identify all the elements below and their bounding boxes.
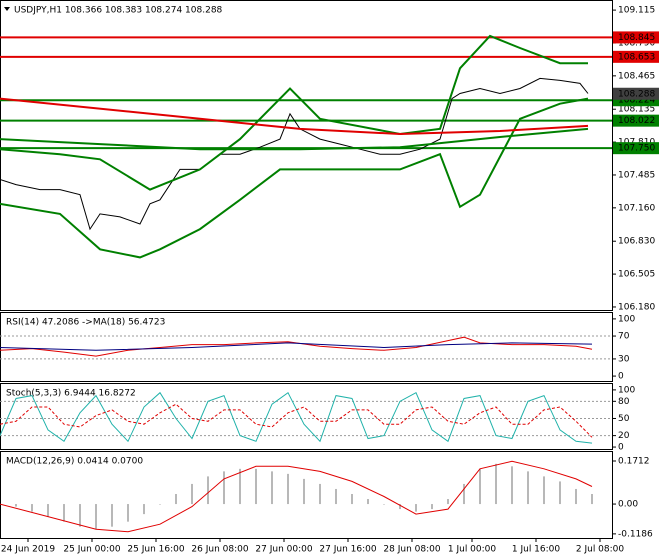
histogram-bar bbox=[559, 481, 561, 505]
y-tick-label: 108.135 bbox=[618, 105, 655, 115]
series-line bbox=[0, 97, 589, 136]
y-tick-label: 106.180 bbox=[618, 302, 655, 312]
y-tick-label: 107.160 bbox=[618, 203, 655, 213]
series-line bbox=[0, 127, 589, 151]
y-tick-label: 70 bbox=[618, 332, 630, 342]
level-tag bbox=[613, 31, 659, 44]
x-tick-label: 2 Jul 08:00 bbox=[576, 545, 625, 555]
histogram-bar bbox=[511, 466, 513, 505]
series-line bbox=[0, 391, 593, 444]
y-tick-label: 109.115 bbox=[618, 6, 655, 16]
histogram-bar bbox=[591, 493, 593, 505]
x-tick-label: 26 Jun 08:00 bbox=[191, 545, 248, 555]
panel-title: RSI(14) 47.2086 ->MA(18) 56.4723 bbox=[6, 318, 165, 328]
histogram-bar bbox=[15, 504, 17, 507]
histogram-bar bbox=[527, 471, 529, 505]
histogram-bar bbox=[159, 504, 161, 505]
level-label: 108.845 bbox=[618, 33, 655, 43]
y-tick-label: 80 bbox=[618, 397, 630, 407]
level-label: 108.022 bbox=[618, 116, 655, 126]
y-tick-label: 106.505 bbox=[618, 270, 655, 280]
x-tick-label: 27 Jun 00:00 bbox=[255, 545, 312, 555]
histogram-bar bbox=[271, 471, 273, 505]
y-tick-label: 20 bbox=[618, 431, 630, 441]
level-tag bbox=[613, 87, 659, 100]
histogram-bar bbox=[431, 504, 433, 510]
panel-title: Stoch(5,3,3) 6.9444 16.8272 bbox=[6, 389, 136, 399]
series-line bbox=[0, 34, 588, 191]
y-tick-label: 0 bbox=[618, 372, 624, 382]
histogram-bar bbox=[287, 473, 289, 505]
x-tick-label: 1 Jul 16:00 bbox=[512, 545, 561, 555]
histogram-bar bbox=[575, 488, 577, 505]
y-tick-label: 30 bbox=[618, 354, 630, 364]
histogram-bar bbox=[95, 504, 97, 530]
x-tick-label: 25 Jun 00:00 bbox=[63, 545, 120, 555]
y-tick-label: 100 bbox=[618, 385, 635, 395]
histogram-bar bbox=[191, 483, 193, 505]
macd-panel bbox=[0, 451, 613, 539]
histogram-bar bbox=[143, 504, 145, 515]
y-tick-label: 0 bbox=[618, 443, 624, 453]
level-label: 108.224 bbox=[618, 96, 655, 106]
histogram-bar bbox=[399, 504, 401, 510]
y-tick-label: 0.1712 bbox=[618, 457, 650, 467]
level-tag bbox=[613, 50, 659, 63]
series-line bbox=[0, 342, 593, 351]
histogram-bar bbox=[367, 499, 369, 505]
histogram-bar bbox=[207, 476, 209, 505]
histogram-bar bbox=[303, 478, 305, 505]
histogram-bar bbox=[351, 493, 353, 505]
histogram-bar bbox=[543, 476, 545, 505]
histogram-bar bbox=[335, 488, 337, 505]
histogram-bar bbox=[31, 504, 33, 512]
y-tick-label: -0.1186 bbox=[618, 529, 653, 539]
x-tick-label: 25 Jun 16:00 bbox=[127, 545, 184, 555]
histogram-bar bbox=[111, 504, 113, 527]
histogram-bar bbox=[319, 483, 321, 505]
series-line bbox=[0, 97, 589, 259]
histogram-bar bbox=[175, 493, 177, 505]
rsi-panel bbox=[0, 312, 613, 382]
y-tick-label: 50 bbox=[618, 414, 630, 424]
series-line bbox=[0, 460, 593, 533]
histogram-bar bbox=[383, 504, 385, 505]
panel-title: MACD(12,26,9) 0.0414 0.0700 bbox=[6, 457, 143, 467]
y-tick-label: 0.00 bbox=[618, 500, 638, 510]
stoch-panel bbox=[0, 383, 613, 450]
histogram-bar bbox=[415, 504, 417, 512]
histogram-bar bbox=[47, 504, 49, 517]
histogram-bar bbox=[127, 504, 129, 522]
y-tick-label: 108.790 bbox=[618, 38, 655, 48]
x-tick-label: 24 Jun 2019 bbox=[1, 545, 55, 555]
level-label: 107.750 bbox=[618, 144, 655, 154]
level-tag bbox=[613, 142, 659, 155]
y-tick-label: 100 bbox=[618, 314, 635, 324]
histogram-bar bbox=[63, 504, 65, 522]
histogram-bar bbox=[479, 468, 481, 505]
level-label: 108.288 bbox=[618, 89, 655, 99]
panel-title: USDJPY,H1 108.366 108.383 108.274 108.28… bbox=[14, 6, 223, 16]
histogram-bar bbox=[79, 504, 81, 527]
histogram-bar bbox=[447, 499, 449, 505]
menu-triangle bbox=[4, 7, 10, 11]
series-line bbox=[0, 403, 593, 438]
histogram-bar bbox=[223, 471, 225, 505]
level-tag bbox=[613, 114, 659, 127]
y-tick-label: 108.465 bbox=[618, 71, 655, 81]
main-panel bbox=[0, 0, 613, 311]
level-label: 108.653 bbox=[618, 52, 655, 62]
x-tick-label: 1 Jul 00:00 bbox=[448, 545, 497, 555]
series-line bbox=[0, 77, 589, 231]
series-line bbox=[0, 336, 593, 357]
x-tick-label: 28 Jun 08:00 bbox=[383, 545, 440, 555]
histogram-bar bbox=[463, 483, 465, 505]
histogram-bar bbox=[255, 468, 257, 505]
histogram-bar bbox=[239, 468, 241, 505]
x-tick-label: 27 Jun 16:00 bbox=[319, 545, 376, 555]
histogram-bar bbox=[495, 463, 497, 505]
y-tick-label: 106.830 bbox=[618, 237, 655, 247]
y-tick-label: 107.485 bbox=[618, 170, 655, 180]
